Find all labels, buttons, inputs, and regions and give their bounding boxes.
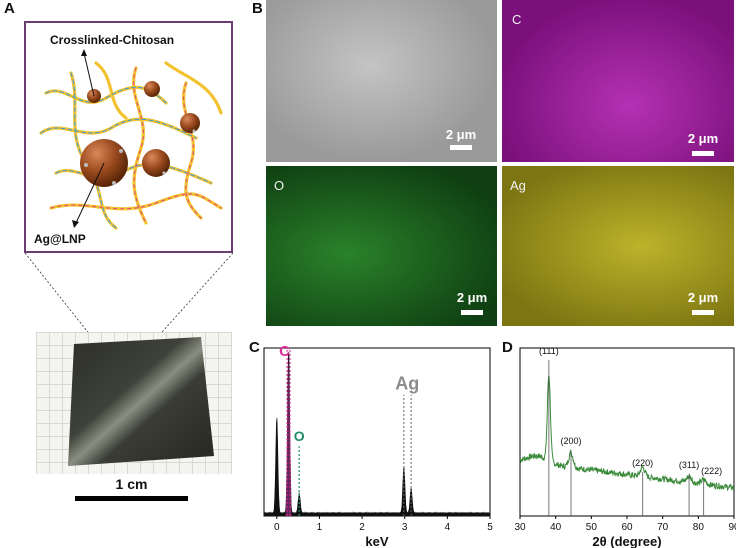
silver-scale-label: 2 μm [687,290,719,305]
reflection-label: (220) [632,458,653,468]
carbon-peak [285,350,292,516]
x-tick-label: 60 [621,522,633,533]
x-tick-label: 50 [586,522,598,533]
xrd-pattern-chart: (111) (200) (220) (311)(222) 30 40 50 60 70 80 90 2… [514,346,736,548]
cm-scale-label: 1 cm [115,476,148,492]
x-tick-label: 2 [359,522,365,533]
x-axis-label: 2θ (degree) [592,534,661,548]
peak-label-c: C [279,343,290,360]
carbon-map-label: C [512,12,522,27]
chitosan-network-illustration [39,49,223,230]
sem-scale-bar [450,145,472,150]
silver-map-label: Ag [510,178,526,193]
sem-image-tile: 2 μm [266,0,497,162]
x-tick-label: 1 [317,522,323,533]
x-tick-label: 90 [728,522,736,533]
x-tick-label: 40 [550,522,562,533]
oxygen-map-label: O [274,178,285,193]
reflection-label: (111) [539,346,559,356]
oxygen-map-tile: O 2 μm [266,166,497,326]
oxygen-scale-label: 2 μm [456,290,488,305]
carbon-scale-label: 2 μm [687,131,719,146]
reflection-label: (311) [679,460,699,470]
peak-label-o: O [294,428,305,444]
panel-a-label: A [4,0,15,17]
x-tick-label: 30 [514,522,526,533]
x-tick-label: 0 [274,522,280,533]
panel-d-label: D [502,339,513,356]
carbon-scale-bar [692,151,714,156]
ag-lnp-label: Ag@LNP [34,232,86,246]
x-tick-label: 3 [402,522,408,533]
xrd-line [519,375,735,492]
plot-frame [519,347,735,517]
x-tick-label: 80 [693,522,705,533]
x-tick-label: 5 [487,522,493,533]
cm-scale-bar [75,496,188,501]
silver-map-tile: Ag 2 μm [502,166,734,326]
x-tick-label: 4 [445,522,451,533]
carbon-map-tile: C 2 μm [502,0,734,162]
silver-scale-bar [692,310,714,315]
crosslinked-chitosan-label: Crosslinked-Chitosan [50,33,175,47]
reflection-label: (222) [701,466,722,476]
oxygen-scale-bar [461,310,483,315]
reflection-label: (200) [560,436,581,446]
panel-c-label: C [249,339,260,356]
film-sample [68,337,214,466]
film-photo [36,332,232,474]
panel-b-label: B [252,0,263,17]
eds-spectrum-chart: C O Ag 0 1 2 3 4 5 keV [263,343,493,548]
schematic-box [24,21,233,253]
x-tick-label: 70 [657,522,669,533]
sem-scale-label: 2 μm [445,127,477,142]
peak-label-ag: Ag [395,374,419,394]
x-axis-label: keV [365,534,388,548]
